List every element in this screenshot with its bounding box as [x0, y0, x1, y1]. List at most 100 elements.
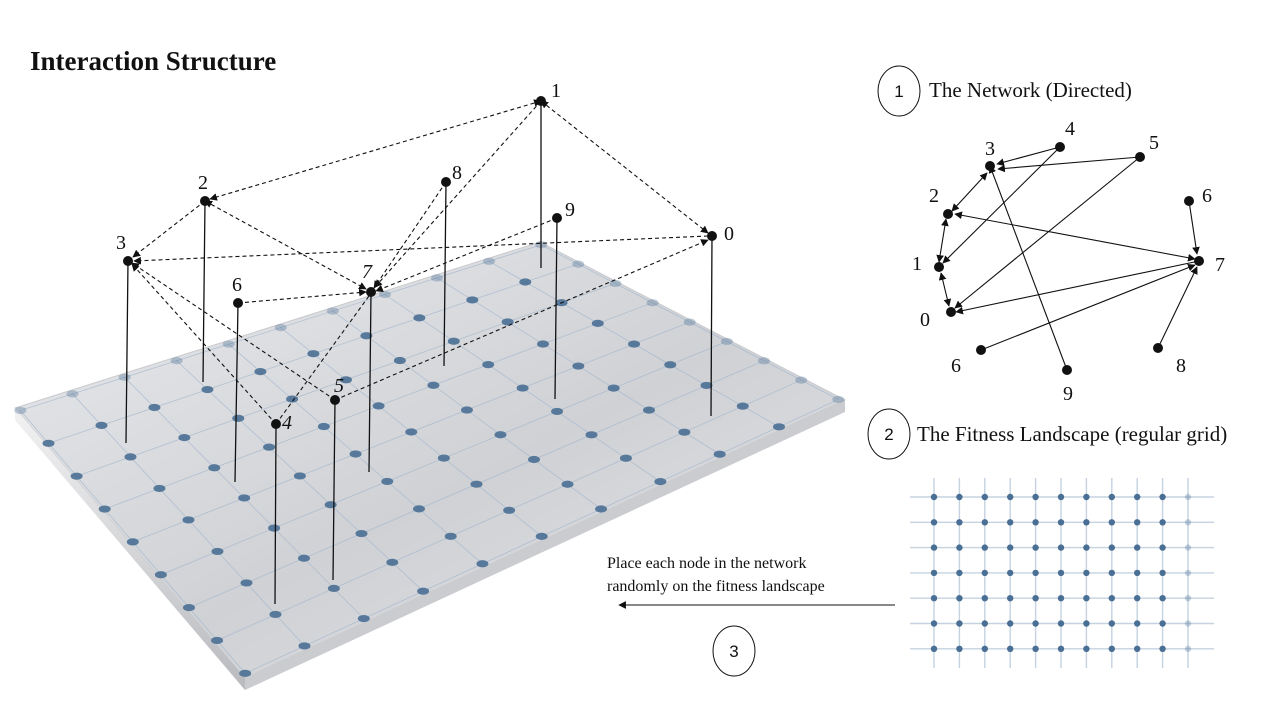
flat-grid-dot — [930, 620, 938, 627]
grid-dot — [536, 340, 549, 348]
grid-dot — [736, 402, 749, 410]
grid-dot — [628, 340, 641, 348]
flat-grid-dot — [981, 645, 988, 652]
flat-grid-dot — [1083, 493, 1090, 501]
grid-dot — [386, 558, 399, 566]
flat-grid-dot — [1007, 569, 1014, 577]
grid-dot — [70, 472, 83, 480]
flat-grid-dot — [1032, 493, 1039, 501]
landscape-node: 9 — [552, 199, 575, 223]
grid-dot — [211, 636, 224, 645]
grid-dot — [307, 350, 320, 358]
flat-grid-dot — [1083, 620, 1090, 627]
network-node: 0 — [920, 307, 956, 331]
flat-grid-dot — [956, 620, 963, 627]
grid-dot — [126, 538, 139, 546]
grid-dot — [417, 587, 430, 595]
grid-dot — [232, 414, 245, 422]
network-node: 2 — [929, 185, 953, 219]
flat-grid-dot — [1007, 493, 1014, 501]
step-2-number: 2 — [884, 425, 893, 444]
grid-dot — [208, 464, 221, 472]
grid-dot — [349, 450, 362, 458]
landscape-node: 8 — [441, 162, 462, 187]
step-2-label: The Fitness Landscape (regular grid) — [917, 422, 1227, 446]
flat-grid-dot — [1057, 645, 1065, 652]
grid-dot — [254, 368, 267, 376]
grid-dot — [405, 428, 418, 436]
flat-grid-dot — [1032, 620, 1039, 627]
flat-grid-dot — [1007, 620, 1014, 627]
landscape-arrows — [131, 99, 709, 425]
flat-grid-dot — [1184, 519, 1192, 526]
grid-dot — [591, 319, 604, 327]
svg-text:9: 9 — [565, 199, 575, 221]
grid-dot — [460, 406, 473, 414]
network-node: 6 — [1184, 185, 1212, 207]
grid-dot — [340, 376, 353, 384]
flat-grid-dot — [1032, 595, 1039, 602]
flat-grid-dot — [1159, 620, 1166, 627]
landscape-node: 0 — [707, 223, 734, 245]
svg-text:4: 4 — [1065, 118, 1075, 140]
flat-grid-dot — [1032, 544, 1039, 551]
grid-dot — [430, 274, 443, 282]
grid-dot — [619, 454, 632, 462]
grid-dot — [393, 356, 406, 365]
flat-grid-dot — [1134, 595, 1141, 602]
flat-grid-dot — [1083, 519, 1090, 526]
flat-grid-dot — [956, 544, 963, 551]
grid-dot — [201, 385, 214, 394]
grid-dot — [643, 406, 656, 414]
flat-grid-dot — [1083, 544, 1090, 551]
grid-dot — [268, 524, 281, 532]
svg-text:1: 1 — [551, 80, 561, 102]
flat-grid-dot — [1057, 544, 1065, 551]
grid-dot — [148, 403, 161, 412]
step-1-header: 1 The Network (Directed) — [877, 65, 1132, 117]
grid-dot — [240, 579, 253, 587]
grid-dot — [494, 431, 507, 439]
step-3-number: 3 — [729, 642, 738, 661]
grid-line — [540, 244, 840, 401]
network-node: 6 — [951, 345, 986, 377]
flat-grid-dot — [930, 493, 938, 501]
grid-dot — [153, 484, 166, 493]
flat-grid-dot — [1134, 519, 1141, 526]
grid-dot — [427, 381, 440, 389]
grid-dot — [98, 505, 111, 513]
instruction-line-2: randomly on the fitness landscape — [607, 578, 825, 595]
flat-grid-dot — [1159, 645, 1166, 652]
flat-grid-dot — [1159, 569, 1166, 577]
svg-text:0: 0 — [920, 309, 930, 331]
flat-grid-dot — [1007, 595, 1014, 602]
grid-dot — [772, 423, 785, 431]
landscape-node: 4 — [271, 412, 292, 434]
grid-dot — [535, 532, 548, 540]
grid-dot — [470, 480, 483, 488]
grid-dot — [326, 307, 339, 315]
grid-dot — [95, 421, 108, 430]
svg-text:6: 6 — [951, 355, 961, 377]
landscape-node: 2 — [198, 172, 210, 206]
grid-dot — [585, 431, 598, 439]
grid-dot — [378, 290, 391, 299]
grid-dot — [720, 337, 733, 346]
flat-grid-dot — [1108, 595, 1116, 602]
flat-grid-dot — [981, 544, 988, 551]
grid-dot — [327, 584, 340, 593]
step-2-header: 2 The Fitness Landscape (regular grid) — [867, 408, 1227, 460]
grid-dot — [437, 454, 450, 462]
flat-grid-dot — [956, 645, 963, 652]
flat-grid-dot — [981, 569, 988, 577]
svg-text:5: 5 — [1149, 132, 1159, 154]
landscape-node: 1 — [536, 80, 561, 106]
grid-dot — [466, 296, 479, 304]
landscape-node: 5 — [330, 375, 344, 405]
flat-grid-dot — [1184, 595, 1192, 602]
flat-grid-dot — [1057, 493, 1065, 501]
svg-text:2: 2 — [929, 185, 939, 207]
svg-text:7: 7 — [1215, 254, 1225, 276]
grid-dot — [118, 373, 131, 381]
